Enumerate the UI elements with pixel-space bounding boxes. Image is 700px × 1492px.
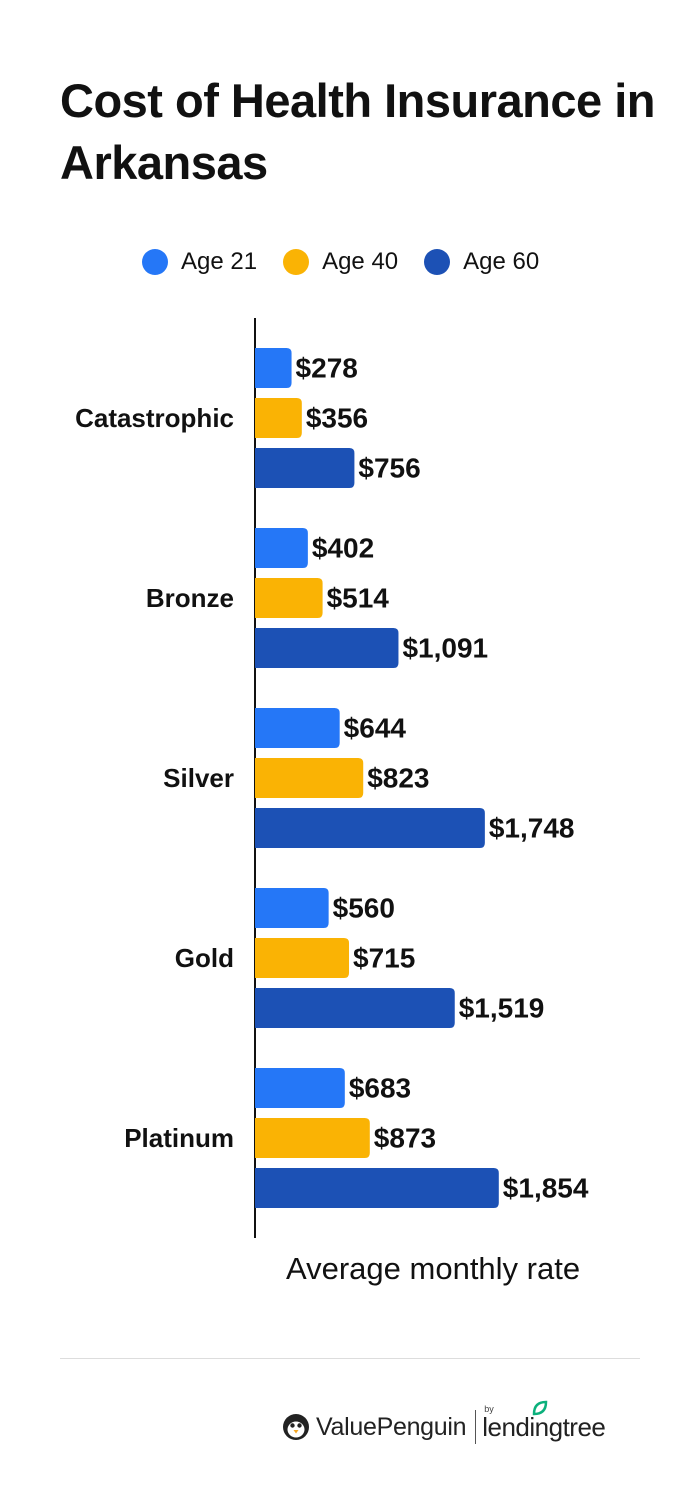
value-label-silver-age-60: $1,748: [489, 813, 575, 844]
bar-platinum-age-21: [255, 1068, 345, 1108]
x-axis-title: Average monthly rate: [286, 1251, 581, 1286]
bar-catastrophic-age-60: [255, 448, 355, 488]
brand-by: by: [484, 1403, 494, 1414]
category-label-silver: Silver: [163, 763, 234, 793]
brand-separator: [475, 1410, 477, 1444]
value-label-catastrophic-age-40: $356: [306, 403, 368, 434]
bar-silver-age-40: [255, 758, 364, 798]
value-label-silver-age-21: $644: [344, 713, 407, 744]
legend-label-age-21: Age 21: [181, 248, 258, 275]
legend-swatch-age-60: [424, 249, 451, 275]
legend-label-age-60: Age 60: [463, 248, 540, 275]
bar-catastrophic-age-21: [255, 348, 292, 388]
leaf-icon: [532, 1400, 548, 1415]
value-label-gold-age-21: $560: [333, 893, 395, 924]
bar-chart: Catastrophic $278 $356 $756 Bronze $402 $514 $1…: [75, 318, 589, 1238]
value-label-silver-age-40: $823: [367, 763, 429, 794]
bar-silver-age-21: [255, 708, 340, 748]
value-label-catastrophic-age-60: $756: [358, 453, 420, 484]
legend-swatch-age-21: [142, 249, 168, 275]
legend: Age 21 Age 40 Age 60: [142, 246, 565, 278]
bar-platinum-age-40: [255, 1118, 370, 1158]
legend-item-age-40: Age 40: [283, 247, 398, 277]
penguin-icon: [283, 1414, 309, 1440]
category-label-catastrophic: Catastrophic: [75, 403, 234, 433]
legend-item-age-60: Age 60: [424, 247, 539, 277]
value-label-bronze-age-40: $514: [327, 583, 390, 614]
bar-catastrophic-age-40: [255, 398, 302, 438]
bar-bronze-age-40: [255, 578, 323, 618]
bar-bronze-age-21: [255, 528, 308, 568]
value-label-platinum-age-21: $683: [349, 1073, 411, 1104]
brand-valuepenguin: ValuePenguin: [316, 1412, 467, 1441]
bar-gold-age-40: [255, 938, 350, 978]
legend-label-age-40: Age 40: [322, 248, 399, 275]
footer-divider: [60, 1358, 640, 1359]
category-label-platinum: Platinum: [124, 1123, 234, 1153]
category-label-bronze: Bronze: [146, 583, 234, 613]
bar-platinum-age-60: [255, 1168, 499, 1208]
value-label-gold-age-40: $715: [353, 943, 415, 974]
bar-gold-age-60: [255, 988, 455, 1028]
brand-lendingtree: lendingtree: [482, 1411, 606, 1442]
legend-item-age-21: Age 21: [142, 247, 257, 277]
bar-bronze-age-60: [255, 628, 399, 668]
bar-gold-age-21: [255, 888, 329, 928]
brand-lendingtree-wrap: by lendingtree: [482, 1400, 606, 1443]
value-label-platinum-age-40: $873: [374, 1123, 436, 1154]
value-label-bronze-age-21: $402: [312, 533, 374, 564]
value-label-catastrophic-age-21: $278: [296, 353, 358, 384]
value-label-gold-age-60: $1,519: [459, 993, 545, 1024]
value-label-bronze-age-60: $1,091: [402, 633, 488, 664]
chart-title: Cost of Health Insurance in Arkansas: [60, 74, 655, 189]
value-label-platinum-age-60: $1,854: [503, 1173, 589, 1204]
category-label-gold: Gold: [175, 943, 234, 973]
bar-silver-age-60: [255, 808, 485, 848]
legend-swatch-age-40: [283, 249, 310, 275]
brand-logo: ValuePenguin by lendingtree: [282, 1400, 606, 1450]
